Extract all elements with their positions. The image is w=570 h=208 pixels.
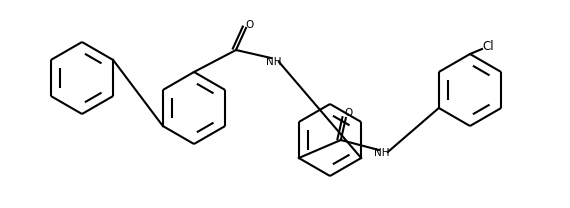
- Text: Cl: Cl: [482, 40, 494, 52]
- Text: O: O: [345, 108, 353, 118]
- Text: NH: NH: [374, 148, 389, 158]
- Text: NH: NH: [266, 57, 282, 67]
- Text: O: O: [245, 20, 253, 30]
